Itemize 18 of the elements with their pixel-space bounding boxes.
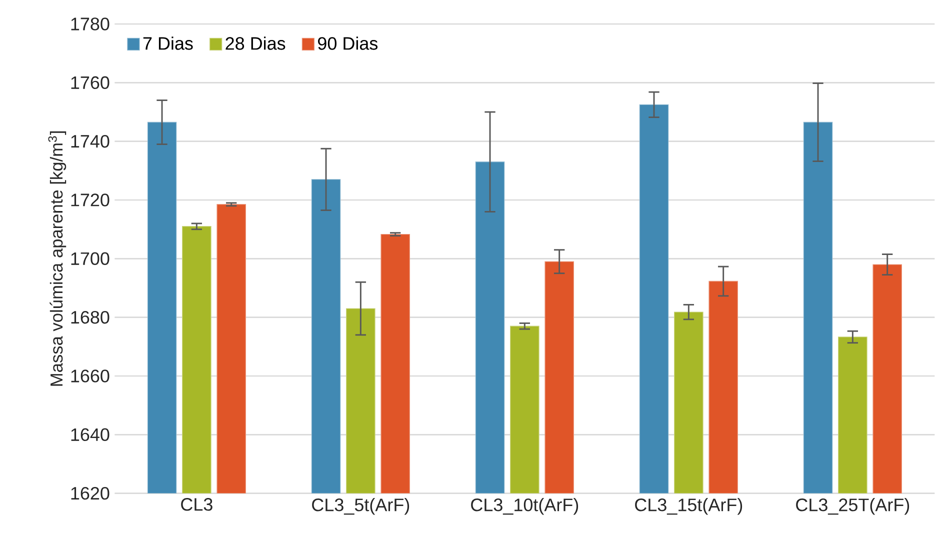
x-tick-label: CL3_5t(ArF) bbox=[312, 498, 410, 515]
y-tick-label: 1680 bbox=[71, 311, 110, 324]
x-tick-label: CL3_15t(ArF) bbox=[635, 498, 742, 515]
y-tick-label: 1700 bbox=[71, 252, 110, 266]
y-tick-label: 1740 bbox=[71, 135, 110, 148]
legend-label: 7 Dias bbox=[143, 36, 193, 50]
x-tick-label: CL3_10t(ArF) bbox=[471, 498, 578, 515]
y-tick-label: 1760 bbox=[71, 76, 110, 90]
y-tick-label: 1620 bbox=[71, 487, 110, 500]
legend-label: 90 Dias bbox=[318, 36, 378, 50]
y-tick-label: 1720 bbox=[71, 194, 110, 207]
x-tick-label: CL3_25T(ArF) bbox=[796, 498, 910, 515]
y-tick-label: 1640 bbox=[71, 428, 110, 442]
x-tick-label: CL3 bbox=[181, 498, 212, 511]
y-tick-label: 1660 bbox=[71, 370, 110, 383]
y-tick-label: 1780 bbox=[71, 18, 110, 31]
y-axis-title: Massa volúmica aparente [kg/m$^{3}$] bbox=[48, 132, 66, 386]
legend-label: 28 Dias bbox=[226, 36, 286, 50]
